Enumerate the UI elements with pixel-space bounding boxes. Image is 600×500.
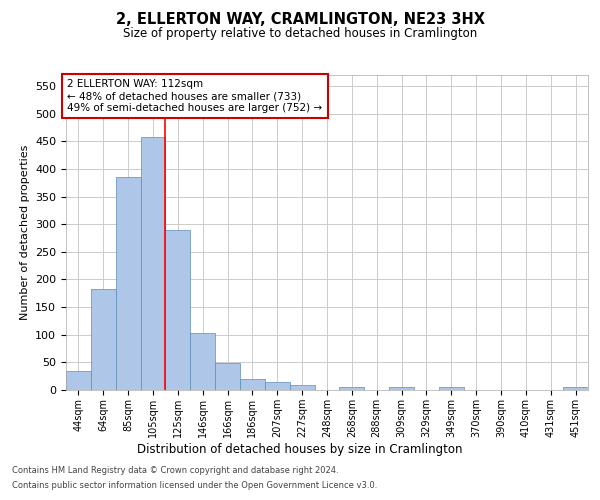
Bar	[340, 387, 364, 390]
Bar	[91, 289, 116, 390]
Bar	[190, 333, 215, 390]
Bar	[116, 177, 140, 390]
Text: 2, ELLERTON WAY, CRAMLINGTON, NE23 3HX: 2, ELLERTON WAY, CRAMLINGTON, NE23 3HX	[115, 12, 485, 28]
Bar	[290, 385, 314, 390]
Bar	[240, 379, 265, 390]
Bar	[265, 382, 290, 390]
Bar	[563, 387, 588, 390]
Bar	[439, 387, 464, 390]
Text: Distribution of detached houses by size in Cramlington: Distribution of detached houses by size …	[137, 442, 463, 456]
Bar	[215, 364, 240, 390]
Y-axis label: Number of detached properties: Number of detached properties	[20, 145, 29, 320]
Text: Size of property relative to detached houses in Cramlington: Size of property relative to detached ho…	[123, 28, 477, 40]
Bar	[66, 370, 91, 390]
Bar	[166, 230, 190, 390]
Bar	[140, 138, 166, 390]
Text: 2 ELLERTON WAY: 112sqm
← 48% of detached houses are smaller (733)
49% of semi-de: 2 ELLERTON WAY: 112sqm ← 48% of detached…	[67, 80, 322, 112]
Text: Contains HM Land Registry data © Crown copyright and database right 2024.: Contains HM Land Registry data © Crown c…	[12, 466, 338, 475]
Text: Contains public sector information licensed under the Open Government Licence v3: Contains public sector information licen…	[12, 481, 377, 490]
Bar	[389, 387, 414, 390]
